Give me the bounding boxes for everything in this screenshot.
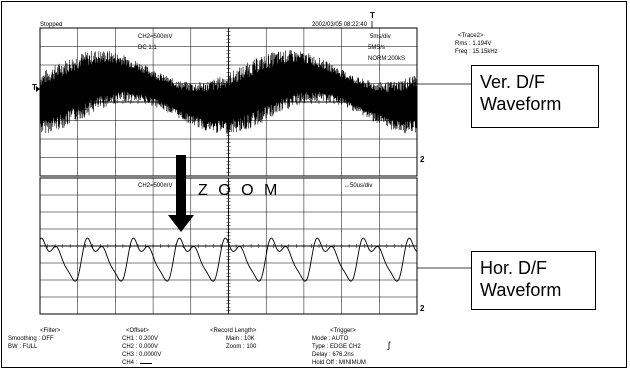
top-sample-rate: 5MS/s xyxy=(368,45,386,51)
filter-title: <Filter> xyxy=(40,328,61,334)
bottom-channel-scale: CH2=500mV xyxy=(138,183,173,189)
trace-rms: Rms : 1.194V xyxy=(455,41,492,47)
filter-line-2: BW : FULL xyxy=(8,344,38,350)
trigger-title: <Trigger> xyxy=(330,328,356,334)
vertical-df-waveform xyxy=(39,50,418,134)
ver-df-callout: Ver. D/F Waveform xyxy=(471,65,599,128)
trigger-line-4: Hold Off : MINIMUM xyxy=(312,360,366,366)
ver-df-callout-line2: Waveform xyxy=(480,94,562,114)
offset-line-1: CH1 : 0.200V xyxy=(122,336,159,342)
status-text: Stopped xyxy=(40,22,63,28)
hor-df-callout-line2: Waveform xyxy=(480,280,562,300)
trigger-line-2: Type : EDGE CH2 xyxy=(312,344,361,350)
record-line-1: Main : 10K xyxy=(226,336,255,342)
ch2-ground-marker-top: 2 xyxy=(420,155,425,164)
bottom-timebase: ↔50us/div xyxy=(344,183,373,189)
hor-df-callout-line1: Hor. D/F xyxy=(480,258,548,278)
top-acq-mode: NORM:200kS xyxy=(368,56,406,62)
horizontal-df-trace xyxy=(39,237,418,282)
top-channel-scale: CH2=500mV xyxy=(138,34,173,40)
trigger-line-1: Mode : AUTO xyxy=(312,336,349,342)
trigger-level-marker: T xyxy=(370,11,375,20)
top-timebase: 5ms/div xyxy=(370,34,391,40)
hor-df-callout: Hor. D/F Waveform xyxy=(471,251,596,310)
top-coupling: DC 1:1 xyxy=(138,45,157,51)
trigger-edge-icon: ʃ xyxy=(388,340,390,350)
vertical-df-trace xyxy=(39,50,418,134)
ch4-offset-dash xyxy=(140,363,152,364)
offset-line-2: CH2 : 0.000V xyxy=(122,344,159,350)
ver-df-callout-line1: Ver. D/F xyxy=(480,72,546,92)
annotation-arrows xyxy=(36,21,471,269)
offset-line-3: CH3 : 0.0000V xyxy=(122,352,162,358)
trace-freq: Freq : 15.15kHz xyxy=(455,49,498,55)
record-title: <Record Length> xyxy=(210,328,257,334)
offset-line-4: CH4 : xyxy=(122,360,138,366)
zoom-arrow-head xyxy=(168,215,194,232)
trigger-line-3: Delay : 676.2ns xyxy=(312,352,354,358)
record-line-2: Zoom : 100 xyxy=(226,344,257,350)
ch2-ground-marker-bottom: 2 xyxy=(420,304,425,313)
trigger-position-marker: T xyxy=(32,83,37,92)
zoom-label: Z O O M xyxy=(198,182,281,199)
trigger-position-arrow xyxy=(36,86,40,92)
trace-title: <Trace2> xyxy=(458,33,484,39)
offset-title: <Offset> xyxy=(126,328,149,334)
horizontal-df-waveform xyxy=(39,237,418,282)
zoom-arrow-shaft xyxy=(176,155,186,215)
bottom-graticule xyxy=(39,177,418,315)
filter-line-1: Smoothing : OFF xyxy=(8,336,54,342)
timestamp-text: 2002/03/05 08:22:40 xyxy=(312,22,368,28)
